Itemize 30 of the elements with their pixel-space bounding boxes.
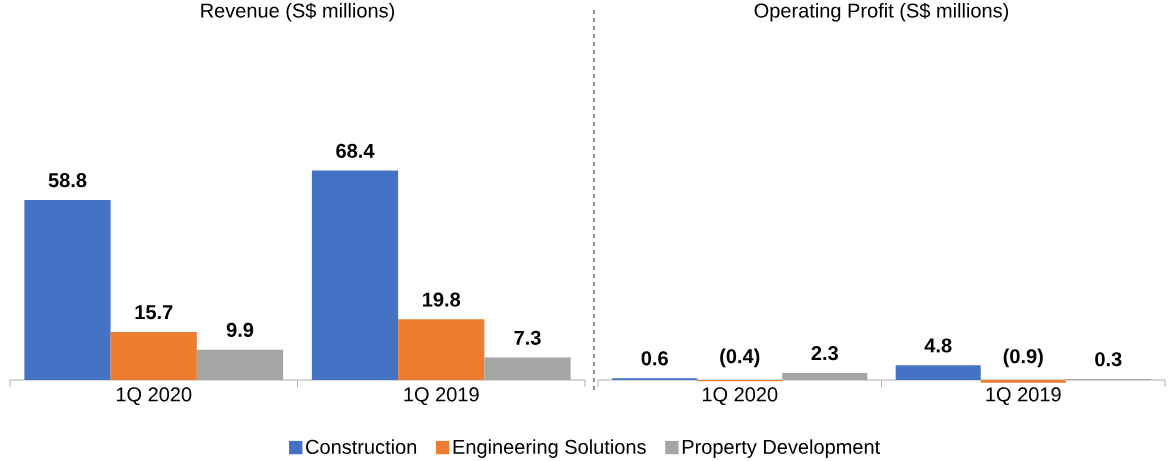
data-label: 9.9 bbox=[226, 322, 254, 337]
data-label: 7.3 bbox=[514, 330, 541, 345]
bar bbox=[895, 365, 981, 380]
bar bbox=[196, 349, 284, 380]
data-label: 19.8 bbox=[423, 292, 461, 307]
bar bbox=[398, 319, 485, 380]
data-label: 58.8 bbox=[48, 173, 87, 188]
data-label: 0.3 bbox=[1095, 352, 1122, 367]
x-tick-label: 1Q 2020 bbox=[116, 387, 192, 406]
data-label: 15.7 bbox=[135, 305, 173, 320]
bar bbox=[980, 379, 1066, 383]
bar bbox=[110, 331, 197, 380]
bar bbox=[311, 170, 399, 380]
data-label: (0.9) bbox=[1003, 348, 1043, 368]
data-label: 0.6 bbox=[641, 351, 668, 366]
data-label: 4.8 bbox=[924, 338, 952, 353]
data-label: (0.4) bbox=[720, 348, 760, 368]
chart-title: Operating Profit (S$ millions) bbox=[754, 2, 1009, 22]
chart-title: Revenue (S$ millions) bbox=[201, 2, 395, 22]
bar bbox=[782, 372, 868, 380]
data-label: 2.3 bbox=[811, 346, 838, 361]
legend-label: Construction bbox=[306, 439, 417, 454]
data-label: 68.4 bbox=[336, 143, 375, 158]
bar bbox=[484, 357, 571, 380]
legend-label: Property Development bbox=[682, 439, 881, 458]
x-tick-label: 1Q 2019 bbox=[404, 387, 479, 406]
bar bbox=[24, 200, 111, 380]
x-tick-label: 1Q 2019 bbox=[986, 387, 1061, 406]
x-tick-label: 1Q 2020 bbox=[702, 387, 778, 406]
legend-label: Engineering Solutions bbox=[453, 439, 646, 458]
